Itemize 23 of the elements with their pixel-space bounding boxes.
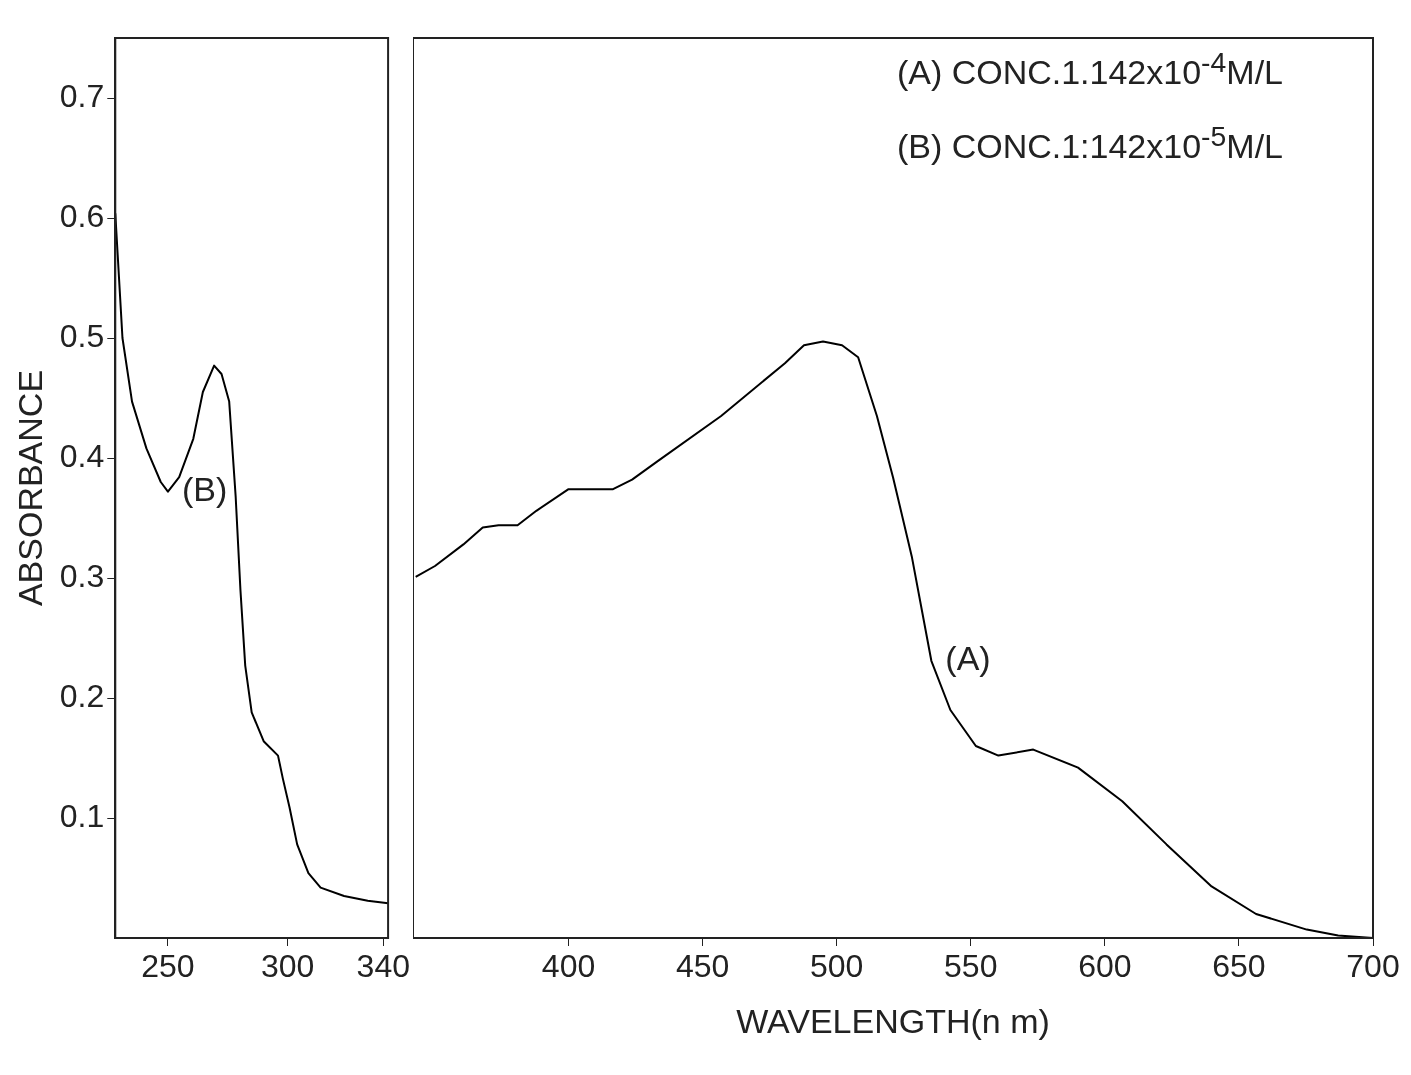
x-tick-label: 700 bbox=[1346, 948, 1400, 985]
x-tick-label: 400 bbox=[541, 948, 596, 985]
x-tick-label: 450 bbox=[675, 948, 730, 985]
y-tick-label: 0.5 bbox=[59, 317, 105, 354]
series-label: (A) bbox=[945, 639, 991, 678]
x-tick-label: 340 bbox=[356, 948, 410, 985]
y-axis-title: ABSORBANCE bbox=[10, 369, 49, 607]
x-tick-label: 550 bbox=[944, 948, 998, 985]
y-tick-label: 0.1 bbox=[59, 797, 105, 834]
x-tick-label: 300 bbox=[260, 948, 315, 985]
x-tick-label: 600 bbox=[1078, 948, 1132, 985]
y-tick-label: 0.6 bbox=[59, 197, 105, 234]
annotation: (B) CONC.1:142x10$^{-5}$M/L bbox=[896, 119, 1283, 168]
y-tick-label: 0.3 bbox=[59, 557, 105, 594]
x-tick-label: 250 bbox=[141, 948, 195, 985]
y-tick-label: 0.7 bbox=[59, 77, 105, 114]
x-tick-label: 500 bbox=[809, 948, 864, 985]
y-tick-label: 0.2 bbox=[59, 677, 105, 714]
series-label: (B) bbox=[181, 469, 228, 508]
x-axis-title: WAVELENGTH(n m) bbox=[736, 1001, 1050, 1040]
y-tick-label: 0.4 bbox=[59, 437, 105, 474]
x-tick-label: 650 bbox=[1212, 948, 1266, 985]
annotation: (A) CONC.1.142x10$^{-4}$M/L bbox=[896, 45, 1283, 94]
